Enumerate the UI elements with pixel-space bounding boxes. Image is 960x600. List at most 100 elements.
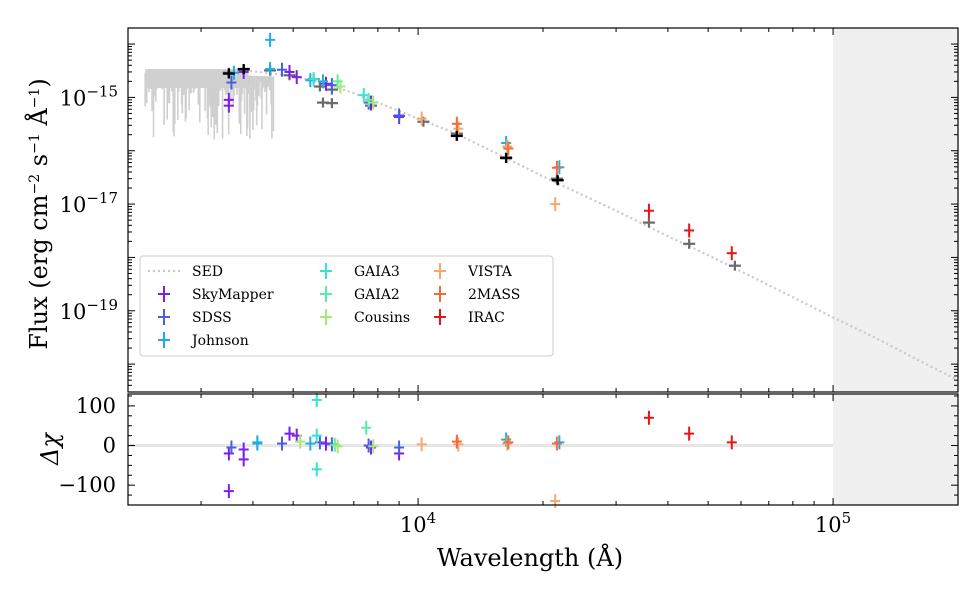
residual-point-skymapper xyxy=(365,440,376,455)
data-point-2mass xyxy=(451,116,462,131)
data-point-skymapper xyxy=(223,98,234,113)
data-point-cousins xyxy=(335,79,346,94)
y-tick-label: 10−15 xyxy=(60,82,118,110)
residual-point-2mass xyxy=(451,434,462,449)
residual-ticks xyxy=(127,394,959,506)
residual-point-skymapper xyxy=(284,426,295,441)
residual-point-sdss xyxy=(276,436,287,451)
residual-point-gaia2 xyxy=(361,420,372,435)
data-point-skymapper xyxy=(291,70,302,85)
legend-entry-skymapper: SkyMapper xyxy=(158,286,274,303)
main-ticks xyxy=(127,27,959,392)
x-axis-title: Wavelength (Å) xyxy=(437,543,623,572)
x-tick-label: 104 xyxy=(400,509,436,537)
legend-label: SED xyxy=(192,264,223,280)
residual-point-irac xyxy=(643,410,654,425)
residual-point-sdss xyxy=(226,440,237,455)
x-tick-label: 105 xyxy=(815,509,851,537)
legend-label: IRAC xyxy=(468,310,505,326)
residual-point-2mass xyxy=(503,435,514,450)
data-point-gaia3 xyxy=(308,72,319,87)
photometry-point xyxy=(450,130,463,141)
legend-label: SkyMapper xyxy=(192,287,274,303)
legend-entry-sdss: SDSS xyxy=(158,309,232,326)
residual-point-johnson xyxy=(554,435,565,450)
data-point-cousins xyxy=(368,95,379,110)
residual-point-gaia3 xyxy=(311,428,322,443)
residual-shaded-region xyxy=(833,394,958,505)
residual-point-gaia3 xyxy=(311,462,322,477)
photometry-point xyxy=(237,64,250,75)
legend-label: GAIA3 xyxy=(354,264,400,280)
model-flux-point xyxy=(728,260,741,271)
residual-point-irac xyxy=(726,435,737,450)
data-point-johnson xyxy=(265,32,276,47)
residual-y-tick-label: 100 xyxy=(76,394,116,418)
y-tick-label: 10−17 xyxy=(60,189,118,217)
residual-point-2mass xyxy=(551,436,562,451)
data-point-vista xyxy=(550,197,561,212)
legend-label: Johnson xyxy=(190,333,249,349)
residual-point-cousins xyxy=(368,439,379,454)
residual-point-vista xyxy=(502,436,513,451)
residual-point-irac xyxy=(684,426,695,441)
legend-entry-irac: IRAC xyxy=(434,309,505,326)
data-point-irac xyxy=(643,203,654,218)
data-point-vista xyxy=(502,139,513,154)
residual-point-johnson xyxy=(252,436,263,451)
legend-label: Cousins xyxy=(354,310,410,326)
sed-absorption-lines xyxy=(144,69,275,140)
residual-y-tick-labels: 100 0 −100 xyxy=(58,394,116,497)
residual-point-vista xyxy=(550,494,561,509)
residual-point-johnson xyxy=(305,436,316,451)
residual-y-tick-label: 0 xyxy=(103,434,116,458)
legend-label: 2MASS xyxy=(468,287,520,303)
legend-label: VISTA xyxy=(467,264,513,280)
legend-entry-sed: SED xyxy=(148,264,223,280)
photometry-points xyxy=(222,32,737,261)
legend-entry-johnson: Johnson xyxy=(158,332,249,349)
data-point-sdss xyxy=(276,62,287,77)
legend-entry-gaia2: GAIA2 xyxy=(320,286,400,303)
data-point-johnson xyxy=(265,62,276,77)
data-point-irac xyxy=(726,246,737,261)
data-point-vista xyxy=(416,111,427,126)
residual-panel: 100 0 −100 Δχ xyxy=(36,392,959,509)
main-y-axis-title: Flux (erg cm−2 s−1 Å−1) xyxy=(24,78,53,349)
y-tick-label: 10−19 xyxy=(60,296,118,324)
data-point-sdss xyxy=(226,75,237,90)
residual-point-cousins xyxy=(332,439,343,454)
residual-point-vista xyxy=(453,437,464,452)
residual-point-sdss xyxy=(394,440,405,455)
data-point-sdss xyxy=(326,78,337,93)
sed-model-curve xyxy=(144,69,959,382)
legend-entry-2mass: 2MASS xyxy=(434,286,520,303)
model-flux-point xyxy=(683,238,696,249)
main-y-tick-labels: 10−15 10−17 10−19 xyxy=(60,82,118,323)
x-tick-labels: 104 105 xyxy=(400,509,851,537)
residual-y-tick-label: −100 xyxy=(58,473,116,497)
main-shaded-region xyxy=(833,28,958,392)
legend-label: SDSS xyxy=(192,310,232,326)
residual-point-gaia3 xyxy=(311,392,322,407)
photometry-point xyxy=(551,175,564,186)
residual-y-axis-title: Δχ xyxy=(36,432,64,466)
legend-entry-vista: VISTA xyxy=(434,263,513,280)
residual-point-vista xyxy=(416,437,427,452)
data-point-2mass xyxy=(503,141,514,156)
data-point-sdss xyxy=(394,108,405,123)
residual-point-cousins xyxy=(295,434,306,449)
legend: SED SkyMapper SDSS Johnson GAIA3 GAIA2 Cousins… xyxy=(139,255,554,357)
residual-point-skymapper xyxy=(223,484,234,499)
model-flux-point xyxy=(325,98,338,109)
data-point-skymapper xyxy=(284,64,295,79)
data-point-irac xyxy=(684,223,695,238)
residual-points xyxy=(223,392,737,509)
model-flux-point xyxy=(642,217,655,228)
residual-point-skymapper xyxy=(238,442,249,457)
legend-label: GAIA2 xyxy=(354,287,400,303)
legend-entry-cousins: Cousins xyxy=(320,309,410,326)
data-point-johnson xyxy=(317,74,328,89)
